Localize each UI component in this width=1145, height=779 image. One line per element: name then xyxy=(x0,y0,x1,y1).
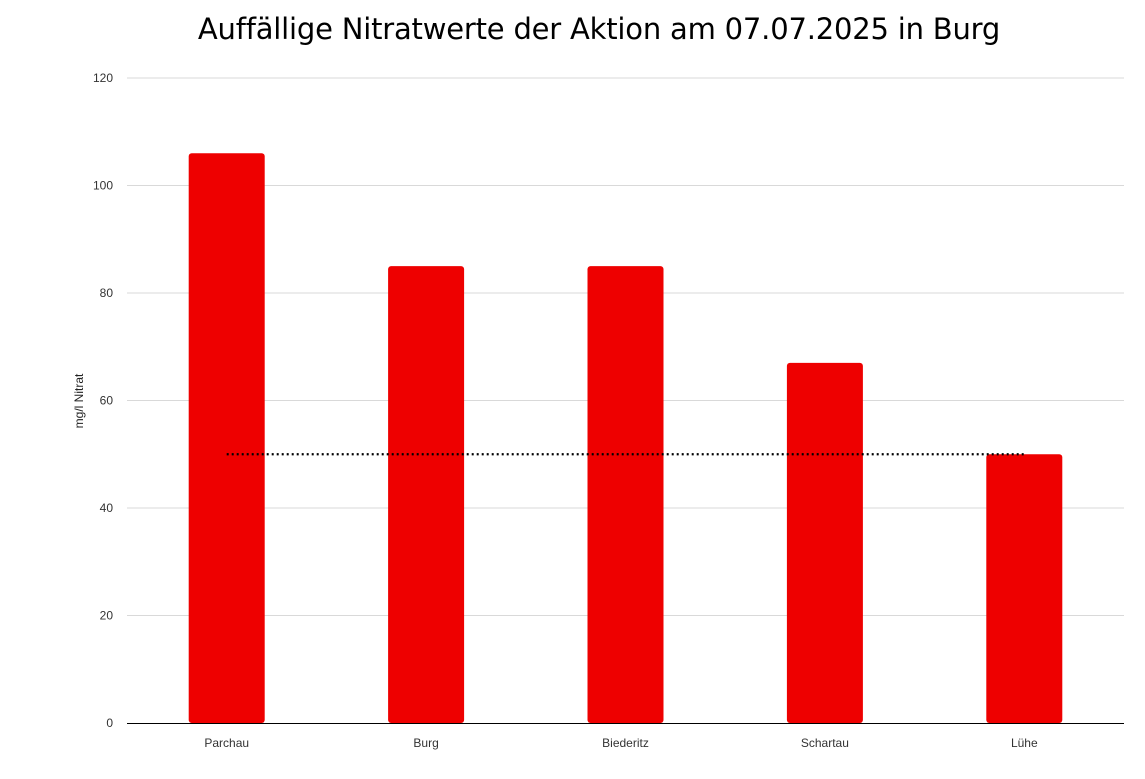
bar-parchau xyxy=(188,153,265,723)
chart-title: Auffällige Nitratwerte der Aktion am 07.… xyxy=(197,12,1001,46)
bar-burg xyxy=(388,266,465,723)
x-tick-label: Schartau xyxy=(801,736,849,750)
y-tick-label: 80 xyxy=(100,286,114,300)
bar-schartau xyxy=(786,362,863,723)
x-tick-label: Lühe xyxy=(1011,736,1038,750)
x-tick-label: Biederitz xyxy=(602,736,649,750)
y-axis-ticks: 0 20 40 60 80 100 120 xyxy=(93,71,113,730)
y-tick-label: 60 xyxy=(100,394,114,408)
bar-biederitz xyxy=(587,266,664,723)
bar-lühe xyxy=(986,454,1063,723)
bars xyxy=(188,153,1063,723)
x-tick-label: Parchau xyxy=(204,736,249,750)
y-tick-label: 0 xyxy=(106,716,113,730)
y-tick-label: 40 xyxy=(100,501,114,515)
x-tick-label: Burg xyxy=(413,736,438,750)
y-tick-label: 120 xyxy=(93,71,113,85)
x-axis-ticks: Parchau Burg Biederitz Schartau Lühe xyxy=(204,736,1038,750)
y-tick-label: 100 xyxy=(93,179,113,193)
y-tick-label: 20 xyxy=(100,609,114,623)
